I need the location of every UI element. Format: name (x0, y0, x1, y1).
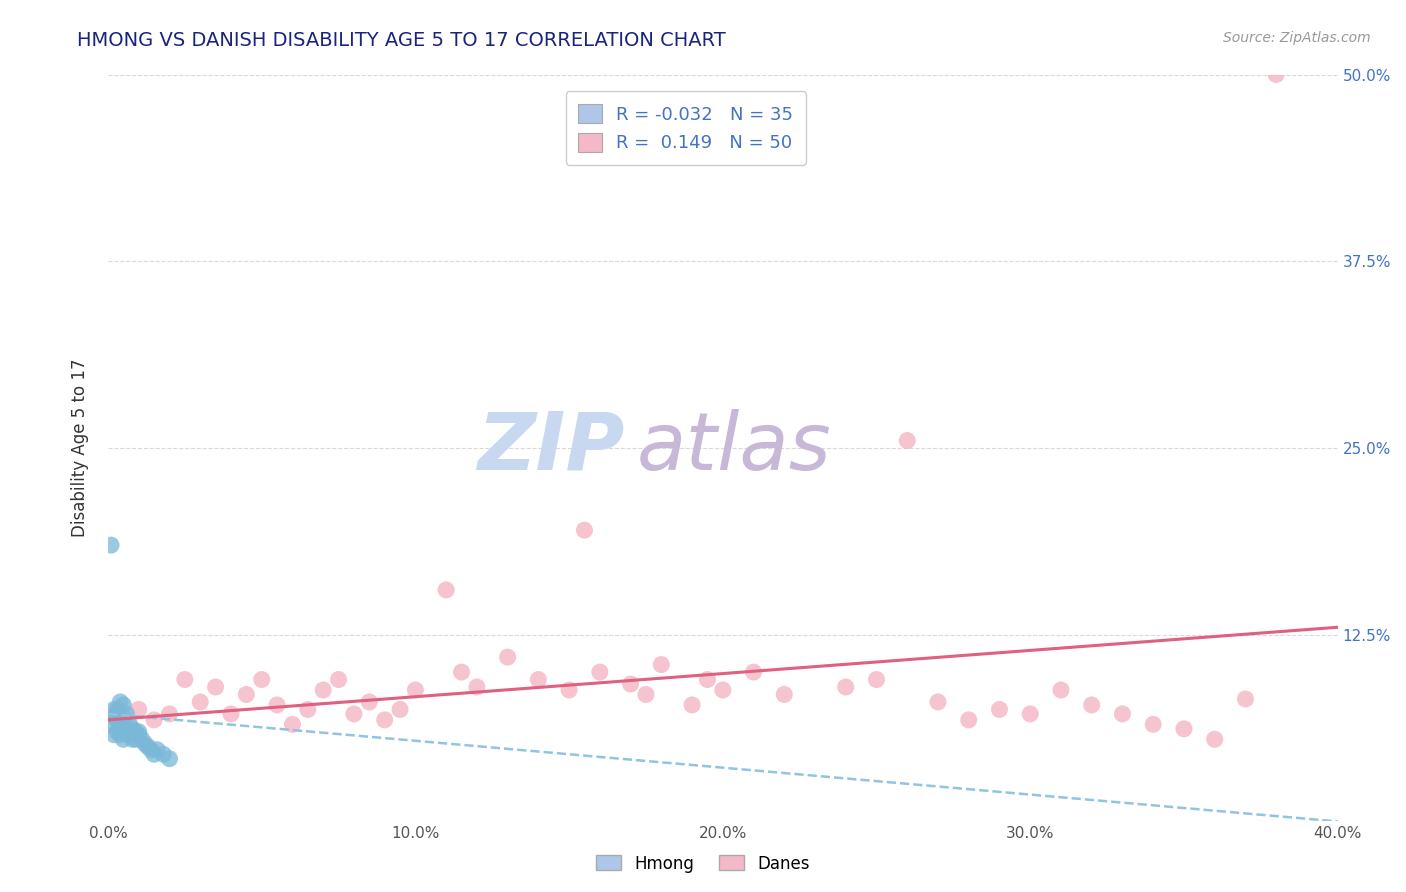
Point (927, 695, 949, 709)
Point (742, 665, 765, 679)
Point (121, 722, 143, 736)
Point (159, 706, 181, 721)
Point (124, 732, 146, 747)
Point (389, 702, 412, 716)
Point (1234, 692, 1257, 706)
Point (250, 673, 273, 687)
Text: HMONG VS DANISH DISABILITY AGE 5 TO 17 CORRELATION CHART: HMONG VS DANISH DISABILITY AGE 5 TO 17 C… (77, 31, 725, 50)
Point (619, 677, 641, 691)
Point (1019, 706, 1042, 721)
Point (128, 702, 150, 716)
Point (1111, 706, 1133, 721)
Point (136, 739, 159, 754)
Point (343, 706, 366, 721)
Point (1204, 732, 1226, 747)
Point (1173, 722, 1195, 736)
Point (404, 683, 426, 698)
Point (281, 717, 304, 731)
Point (1142, 717, 1164, 731)
Point (896, 434, 918, 448)
Point (1265, 68, 1288, 82)
Point (139, 743, 162, 757)
Point (634, 688, 657, 702)
Text: ZIP: ZIP (477, 409, 624, 487)
Point (143, 747, 166, 762)
Text: atlas: atlas (637, 409, 831, 487)
Point (865, 673, 887, 687)
Point (957, 713, 980, 727)
Point (574, 523, 596, 537)
Point (650, 657, 672, 672)
Legend: Hmong, Danes: Hmong, Danes (589, 848, 817, 880)
Point (115, 706, 138, 721)
Legend: R = -0.032   N = 35, R =  0.149   N = 50: R = -0.032 N = 35, R = 0.149 N = 50 (565, 91, 806, 165)
Point (219, 706, 242, 721)
Point (297, 702, 319, 716)
Point (359, 695, 381, 709)
Point (110, 695, 132, 709)
Point (118, 717, 141, 731)
Point (312, 683, 335, 698)
Y-axis label: Disability Age 5 to 17: Disability Age 5 to 17 (72, 359, 89, 537)
Point (112, 732, 135, 747)
Point (1080, 698, 1102, 712)
Point (146, 743, 169, 757)
Point (115, 724, 138, 739)
Point (100, 538, 122, 552)
Point (143, 713, 166, 727)
Point (188, 695, 211, 709)
Point (204, 680, 226, 694)
Point (434, 582, 457, 597)
Point (105, 713, 128, 727)
Point (328, 673, 350, 687)
Point (589, 665, 612, 679)
Point (110, 722, 132, 736)
Point (152, 747, 174, 762)
Point (112, 717, 135, 731)
Point (105, 706, 128, 721)
Point (103, 710, 125, 724)
Point (128, 724, 150, 739)
Point (1050, 683, 1073, 698)
Point (696, 673, 718, 687)
Point (496, 650, 519, 665)
Point (110, 728, 132, 742)
Point (134, 737, 156, 751)
Point (105, 724, 128, 739)
Point (681, 698, 703, 712)
Point (465, 680, 488, 694)
Point (374, 713, 396, 727)
Point (118, 728, 141, 742)
Point (173, 673, 195, 687)
Text: Source: ZipAtlas.com: Source: ZipAtlas.com (1223, 31, 1371, 45)
Point (835, 680, 858, 694)
Point (100, 717, 122, 731)
Point (112, 698, 135, 712)
Point (988, 702, 1011, 716)
Point (235, 688, 257, 702)
Point (558, 683, 581, 698)
Point (112, 710, 135, 724)
Point (124, 724, 146, 739)
Point (711, 683, 734, 698)
Point (128, 728, 150, 742)
Point (105, 702, 128, 716)
Point (773, 688, 796, 702)
Point (527, 673, 550, 687)
Point (131, 732, 153, 747)
Point (450, 665, 472, 679)
Point (103, 728, 125, 742)
Point (121, 732, 143, 747)
Point (266, 698, 288, 712)
Point (110, 713, 132, 727)
Point (159, 752, 181, 766)
Point (103, 702, 125, 716)
